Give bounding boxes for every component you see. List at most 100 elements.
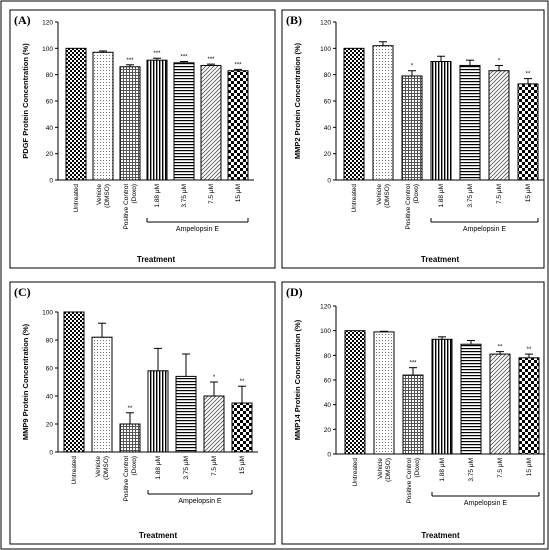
bar [372,45,394,181]
bar [175,375,197,453]
y-tick-label: 60 [46,366,54,373]
y-tick-label: 0 [49,178,53,185]
y-tick-label: 20 [46,422,54,429]
bar [173,62,195,181]
x-tick-label: 7.5 μM [208,184,215,204]
y-axis-label: MMP2 Protein Concentration (%) [293,42,302,159]
y-tick-label: 60 [46,99,54,106]
x-tick-label: 1.88 μM [154,184,161,208]
x-tick-label: (Doxo) [414,458,421,478]
y-tick-label: 20 [324,427,332,434]
significance-label: ** [527,347,532,353]
group-label: Ampelopsin E [463,226,507,233]
significance-label: * [411,64,414,70]
significance-label: *** [409,361,417,367]
y-tick-label: 60 [324,378,332,385]
y-tick-label: 120 [42,20,53,27]
bar [92,51,114,181]
significance-label: ** [128,406,133,412]
y-tick-label: 80 [324,72,332,79]
y-tick-label: 60 [324,99,332,106]
x-axis-label: Treatment [139,531,178,540]
bar [146,59,168,181]
x-tick-label: 15 μM [235,184,242,202]
panel-frame [281,281,545,545]
bar [63,311,85,453]
significance-label: ** [498,345,503,351]
bar [119,66,141,181]
x-tick-label: Untreated [351,184,358,213]
bar [203,395,225,453]
bar [517,83,539,181]
significance-label: ** [240,379,245,385]
group-label: Ampelopsin E [178,498,222,505]
chart-panel: (C) 0 20 40 60 80 100 MMP9 Protein Concentratio… [9,281,276,545]
group-label: Ampelopsin E [464,500,508,507]
chart-panel: (D) 0 20 40 60 80 100 120 MMP14 Protein Concentr… [281,281,545,545]
chart-panel: (B) 0 20 40 60 80 100 120 MMP2 Protein Concentra… [281,9,545,269]
y-tick-label: 100 [320,328,331,335]
significance-label: *** [234,62,242,68]
y-tick-label: 40 [46,394,54,401]
panel-label: (C) [14,285,31,299]
panel-label: (A) [14,13,31,27]
x-tick-label: 3.75 μM [181,184,188,208]
bar [401,75,423,181]
x-tick-label: 3.75 μM [183,456,190,480]
panel-frame [9,9,276,269]
bar [119,423,141,453]
bar [488,70,510,181]
significance-label: *** [153,51,161,57]
x-tick-label: Vehicle [95,456,102,477]
bar [402,374,424,455]
y-tick-label: 100 [42,46,53,53]
significance-label: *** [207,57,215,63]
x-tick-label: 1.88 μM [438,184,445,208]
x-tick-label: Untreated [73,184,80,213]
y-tick-label: 20 [324,151,332,158]
y-axis-label: PDGF Protein Concentration (%) [21,43,30,159]
group-label: Ampelopsin E [176,226,220,233]
x-tick-label: 15 μM [526,458,533,476]
x-tick-label: (DMSO) [104,184,111,208]
bar [518,357,540,455]
y-tick-label: 40 [324,402,332,409]
x-tick-label: Positive Control [405,183,412,229]
x-axis-label: Treatment [421,531,460,540]
x-tick-label: 1.88 μM [439,458,446,482]
x-tick-label: (Doxo) [413,184,420,204]
bar [200,64,222,181]
x-axis-label: Treatment [137,255,176,264]
x-tick-label: 3.75 μM [468,458,475,482]
y-tick-label: 120 [320,20,331,27]
y-tick-label: 40 [46,125,54,132]
x-tick-label: Untreated [352,458,359,487]
y-tick-label: 0 [327,452,331,459]
bar [460,343,482,455]
x-tick-label: 15 μM [525,184,532,202]
bar [459,64,481,181]
bar [147,370,169,453]
bar [227,70,249,181]
x-tick-label: (DMSO) [103,456,110,480]
x-tick-label: Untreated [71,456,78,485]
panel-frame [281,9,545,269]
bar [430,61,452,181]
x-axis-label: Treatment [421,255,460,264]
y-tick-label: 20 [46,151,54,158]
x-tick-label: 1.88 μM [155,456,162,480]
chart-panel: (A) 0 20 40 60 80 100 120 PDGF Protein Concentra… [9,9,276,269]
x-tick-label: (Doxo) [131,456,138,476]
y-tick-label: 100 [320,46,331,53]
x-tick-label: Positive Control [406,457,413,503]
y-axis-label: MMP14 Protein Concentration (%) [293,319,302,440]
x-tick-label: 3.75 μM [467,184,474,208]
x-tick-label: Vehicle [376,184,383,205]
y-tick-label: 80 [324,353,332,360]
x-tick-label: (Doxo) [131,184,138,204]
panel-label: (D) [286,285,303,299]
significance-label: * [213,375,216,381]
significance-label: * [498,58,501,64]
x-tick-label: Positive Control [123,183,130,229]
